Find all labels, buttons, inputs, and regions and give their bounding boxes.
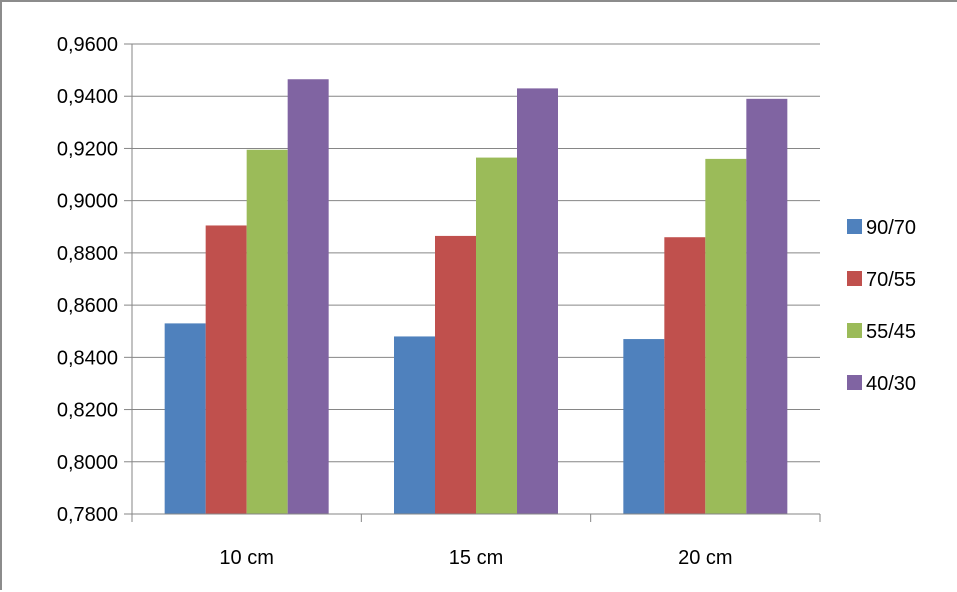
y-tick-label: 0,8000 — [57, 452, 118, 474]
bar-55-45-15-cm — [476, 157, 517, 515]
y-tick-label: 0,9400 — [57, 86, 118, 108]
bar-70-55-20-cm — [664, 237, 706, 514]
legend-label: 70/55 — [866, 269, 916, 291]
bar-40-30-15-cm — [517, 88, 558, 514]
y-tick-label: 0,9200 — [57, 138, 118, 160]
axes: 0,7800 0,8000 0,8200 0,8400 0,8600 0,8800 0,90… — [57, 34, 821, 569]
bar-40-30-20-cm — [746, 98, 788, 514]
y-tick-label: 0,9600 — [57, 34, 118, 56]
bar-70-55-15-cm — [435, 235, 476, 514]
bar-90-70-15-cm — [394, 336, 435, 514]
bar-90-70-10-cm — [164, 323, 206, 514]
y-tick-label: 0,9000 — [57, 191, 118, 213]
y-tick-label: 0,8200 — [57, 400, 118, 422]
x-category-label: 20 cm — [678, 547, 732, 569]
legend-swatch — [847, 375, 862, 390]
x-category-label: 15 cm — [449, 547, 503, 569]
y-tick-label: 0,8400 — [57, 347, 118, 369]
bars — [164, 79, 788, 515]
legend: 90/70 70/55 55/45 40/30 — [847, 217, 916, 395]
bar-70-55-10-cm — [205, 225, 247, 514]
bar-40-30-10-cm — [287, 79, 329, 514]
bar-55-45-10-cm — [246, 149, 288, 514]
legend-swatch — [847, 219, 862, 234]
legend-label: 90/70 — [866, 217, 916, 239]
legend-swatch — [847, 271, 862, 286]
y-tick-label: 0,8600 — [57, 295, 118, 317]
y-tick-label: 0,7800 — [57, 504, 118, 526]
bar-55-45-20-cm — [705, 158, 747, 514]
bar-90-70-20-cm — [623, 339, 665, 514]
legend-label: 55/45 — [866, 321, 916, 343]
x-category-label: 10 cm — [219, 547, 273, 569]
legend-swatch — [847, 323, 862, 338]
legend-label: 40/30 — [866, 373, 916, 395]
y-tick-label: 0,8800 — [57, 243, 118, 265]
